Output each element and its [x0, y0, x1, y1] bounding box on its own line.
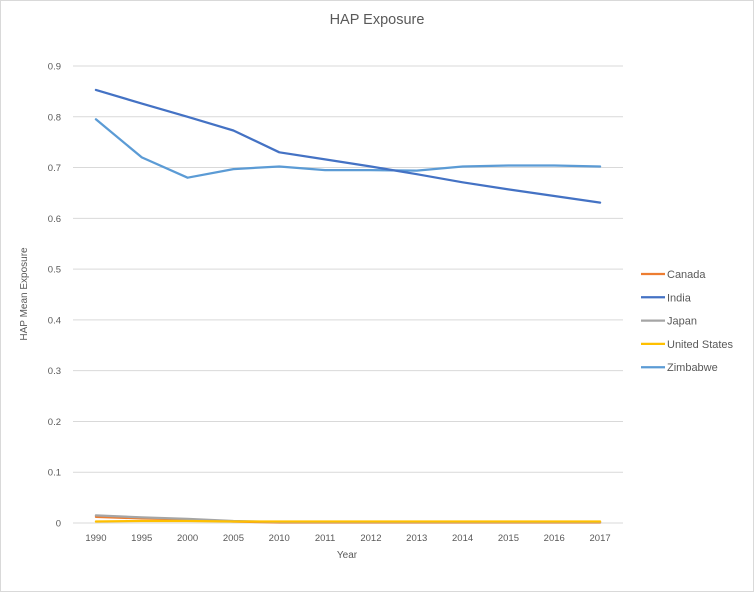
y-tick-label: 0 — [56, 519, 61, 530]
y-tick-label: 0.8 — [48, 112, 61, 123]
series-line-zimbabwe — [94, 118, 602, 179]
legend-label-canada: Canada — [667, 269, 706, 281]
y-tick-label: 0.2 — [48, 417, 61, 428]
chart-title: HAP Exposure — [330, 12, 425, 28]
series-lines — [94, 88, 602, 524]
legend-label-japan: Japan — [667, 316, 697, 328]
legend: Canada India Japan United States Zimbabwe — [641, 269, 734, 374]
x-tick-label: 2011 — [315, 533, 335, 544]
x-axis-label: Year — [337, 550, 358, 561]
x-tick-label: 2005 — [223, 533, 244, 544]
series-line-united-states — [94, 519, 602, 523]
series-line-india — [94, 88, 602, 204]
x-tick-label: 2014 — [452, 533, 473, 544]
x-tick-label: 1995 — [131, 533, 152, 544]
x-tick-label: 2000 — [177, 533, 198, 544]
y-tick-label: 0.1 — [48, 468, 61, 479]
y-axis-label: HAP Mean Exposure — [19, 247, 30, 341]
legend-label-india: India — [667, 292, 692, 304]
y-tick-label: 0.7 — [48, 163, 61, 174]
y-tick-label: 0.4 — [48, 315, 61, 326]
x-tick-label: 2017 — [590, 533, 611, 544]
y-tick-label: 0.6 — [48, 214, 61, 225]
legend-label-united-states: United States — [667, 339, 734, 351]
x-tick-label: 2015 — [498, 533, 519, 544]
x-tick-label: 2012 — [360, 533, 381, 544]
gridlines — [73, 65, 623, 524]
legend-label-zimbabwe: Zimbabwe — [667, 362, 718, 374]
y-axis-ticks: 0 0.1 0.2 0.3 0.4 0.5 0.6 0.7 0.8 0.9 — [48, 62, 61, 530]
x-tick-label: 2013 — [406, 533, 427, 544]
y-tick-label: 0.3 — [48, 366, 61, 377]
x-tick-label: 2010 — [269, 533, 290, 544]
y-tick-label: 0.9 — [48, 62, 61, 73]
x-tick-label: 1990 — [85, 533, 106, 544]
y-tick-label: 0.5 — [48, 265, 61, 276]
x-axis-ticks: 1990 1995 2000 2005 2010 2011 2012 2013 2014 2015… — [85, 533, 610, 544]
x-tick-label: 2016 — [544, 533, 565, 544]
